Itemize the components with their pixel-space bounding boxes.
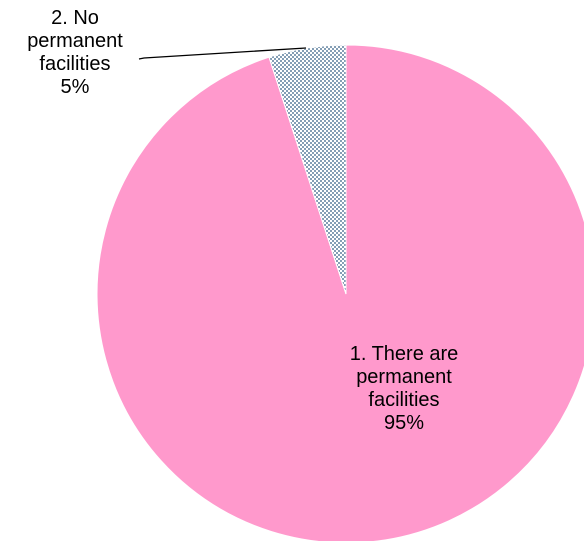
- slice-label-1-line-1: 1. There are: [350, 343, 459, 365]
- slice-label-2-line-2: permanent: [27, 30, 123, 52]
- slice-label-1-line-4: 95%: [384, 412, 424, 434]
- slice-label-2: 2. No permanent facilities 5%: [27, 7, 123, 98]
- slice-label-2-line-1: 2. No: [51, 7, 99, 29]
- pie-slice-2: [268, 44, 347, 295]
- leader-line-2: [138, 47, 307, 60]
- slice-label-1-line-2: permanent: [356, 366, 452, 388]
- slice-label-1: 1. There are permanent facilities 95%: [350, 343, 459, 434]
- pie-slice-1: [96, 44, 584, 541]
- slice-label-1-line-3: facilities: [368, 389, 439, 411]
- slice-label-2-line-4: 5%: [61, 76, 90, 98]
- slice-label-2-line-3: facilities: [39, 53, 110, 75]
